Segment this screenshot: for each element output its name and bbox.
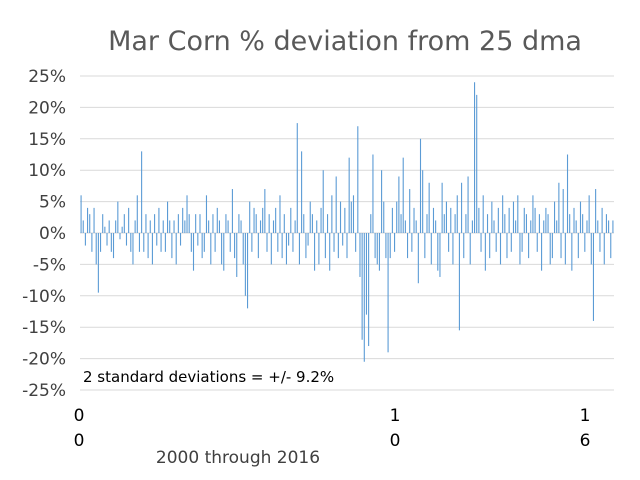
y-tick-label: 15% xyxy=(28,130,66,150)
y-tick-label: 25% xyxy=(28,67,66,87)
y-tick-label: -15% xyxy=(22,318,66,338)
y-tick-label: 20% xyxy=(28,98,66,118)
chart-title: Mar Corn % deviation from 25 dma xyxy=(108,26,582,57)
x-axis-title: 2000 through 2016 xyxy=(156,448,320,468)
x-tick-label: 1 xyxy=(580,406,591,426)
y-tick-label: -10% xyxy=(22,287,66,307)
y-tick-label: -20% xyxy=(22,350,66,370)
x-tick-label: 1 xyxy=(390,406,401,426)
x-tick-label: 6 xyxy=(580,431,591,451)
y-tick-label: 5% xyxy=(39,193,66,213)
bars xyxy=(80,82,614,362)
y-axis-labels: 25% 20% 15% 10% 5% 0% -5% -10% -15% -20% -25% xyxy=(22,67,66,401)
x-tick-label: 0 xyxy=(390,431,401,451)
y-tick-label: -25% xyxy=(22,381,66,401)
std-dev-annotation: 2 standard deviations = +/- 9.2% xyxy=(83,368,334,386)
y-tick-label: 0% xyxy=(39,224,66,244)
y-tick-label: -5% xyxy=(33,255,66,275)
x-tick-label: 0 xyxy=(74,406,85,426)
x-axis-labels: 0 0 1 0 1 6 xyxy=(74,406,591,451)
y-tick-label: 10% xyxy=(28,161,66,181)
x-tick-label: 0 xyxy=(74,431,85,451)
